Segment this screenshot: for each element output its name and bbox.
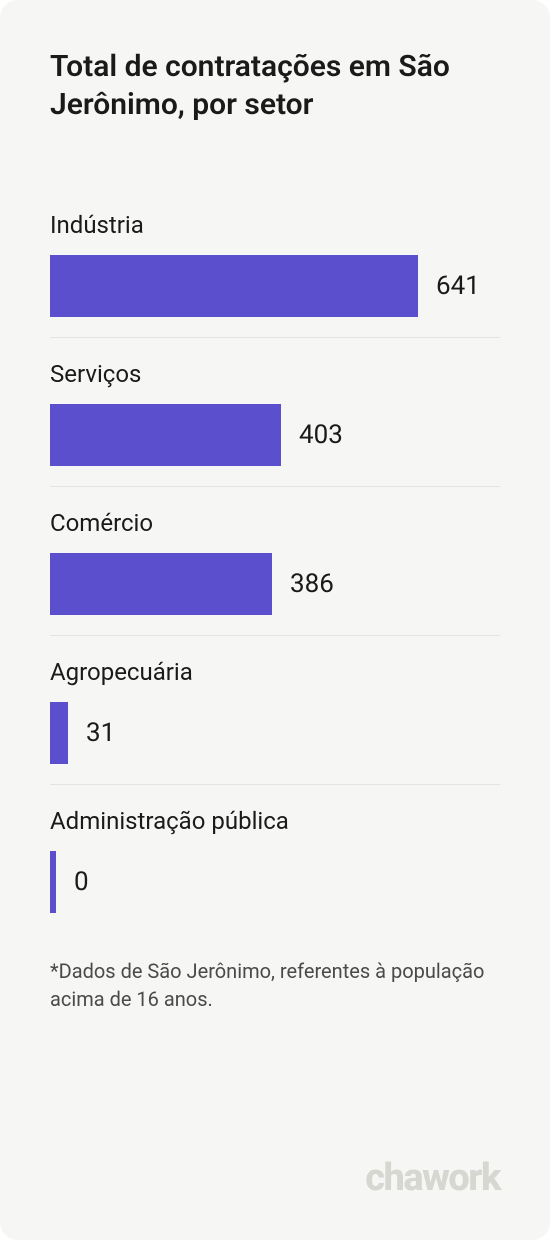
chart-title: Total de contratações em São Jerônimo, p… [50,48,500,123]
bar-fill [50,255,418,317]
bar-line: 0 [50,851,500,913]
bar-row: Agropecuária 31 [50,635,500,784]
bar-value: 403 [299,420,343,450]
bar-rows: Indústria 641 Serviços 403 Comércio 386 Agrope… [50,211,500,933]
bar-value: 0 [74,867,89,897]
bar-fill [50,553,272,615]
bar-row: Indústria 641 [50,211,500,337]
bar-label: Serviços [50,360,500,388]
bar-label: Indústria [50,211,500,239]
chart-footnote: *Dados de São Jerônimo, referentes à pop… [50,957,500,1013]
bar-label: Comércio [50,509,500,537]
bar-label: Agropecuária [50,658,500,686]
bar-line: 31 [50,702,500,764]
bar-fill [50,851,56,913]
bar-row: Administração pública 0 [50,784,500,933]
bar-fill [50,404,281,466]
bar-value: 386 [290,569,334,599]
bar-value: 641 [436,271,480,301]
bar-row: Comércio 386 [50,486,500,635]
bar-label: Administração pública [50,807,500,835]
brand-wordmark: chawork [365,1156,500,1200]
bar-line: 641 [50,255,500,317]
bar-line: 403 [50,404,500,466]
chart-card: Total de contratações em São Jerônimo, p… [0,0,550,1240]
bar-fill [50,702,68,764]
bar-row: Serviços 403 [50,337,500,486]
spacer [50,1013,500,1136]
bar-value: 31 [86,718,115,748]
bar-line: 386 [50,553,500,615]
